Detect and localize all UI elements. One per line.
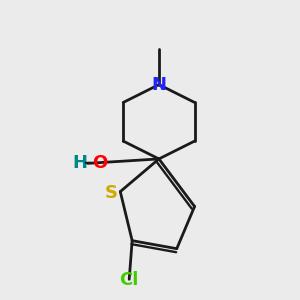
Text: -: - [84, 154, 91, 172]
Text: N: N [152, 76, 166, 94]
Text: H: H [73, 154, 88, 172]
Text: Cl: Cl [119, 271, 139, 289]
Text: S: S [105, 184, 118, 202]
Text: O: O [92, 154, 107, 172]
